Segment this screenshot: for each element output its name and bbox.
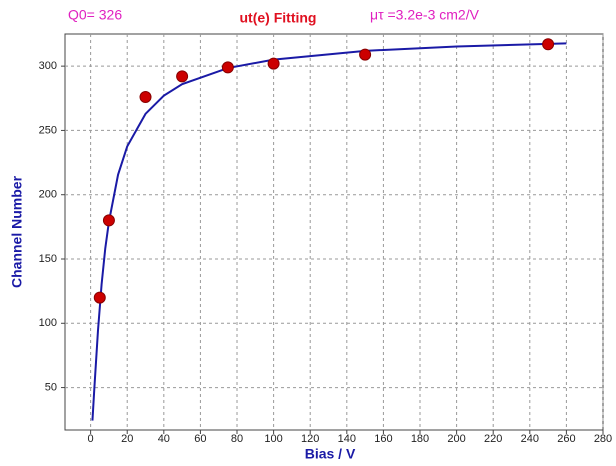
x-tick-label: 280 [594, 433, 612, 445]
x-tick-label: 100 [264, 433, 282, 445]
y-axis-title: Channel Number [9, 175, 25, 288]
data-point [176, 70, 189, 83]
x-tick-label: 40 [158, 433, 170, 445]
x-tick-label: 240 [521, 433, 539, 445]
y-tick-label: 50 [45, 381, 57, 393]
x-tick-label: 200 [447, 433, 465, 445]
x-tick-label: 180 [411, 433, 429, 445]
y-tick-label: 200 [39, 189, 57, 201]
data-point [267, 57, 280, 70]
x-tick-label: 160 [374, 433, 392, 445]
data-point [359, 48, 372, 61]
x-axis-title: Bias / V [305, 446, 356, 462]
mutau-annotation: μτ =3.2e-3 cm2/V [370, 7, 480, 23]
data-point [93, 291, 106, 304]
y-tick-label: 100 [39, 317, 57, 329]
q0-annotation: Q0= 326 [68, 7, 122, 23]
data-point [221, 61, 234, 74]
x-tick-label: 20 [121, 433, 133, 445]
y-tick-label: 150 [39, 253, 57, 265]
x-tick-label: 140 [338, 433, 356, 445]
x-tick-label: 0 [88, 433, 94, 445]
data-point [102, 214, 115, 227]
x-tick-label: 80 [231, 433, 243, 445]
fit-line [91, 42, 567, 421]
x-tick-label: 120 [301, 433, 319, 445]
x-tick-label: 260 [557, 433, 575, 445]
x-tick-label: 220 [484, 433, 502, 445]
data-point [542, 38, 555, 51]
y-tick-label: 300 [39, 60, 57, 72]
x-tick-label: 60 [194, 433, 206, 445]
data-point [139, 91, 152, 103]
chart-title: ut(e) Fitting [240, 10, 317, 26]
y-tick-label: 250 [39, 124, 57, 136]
